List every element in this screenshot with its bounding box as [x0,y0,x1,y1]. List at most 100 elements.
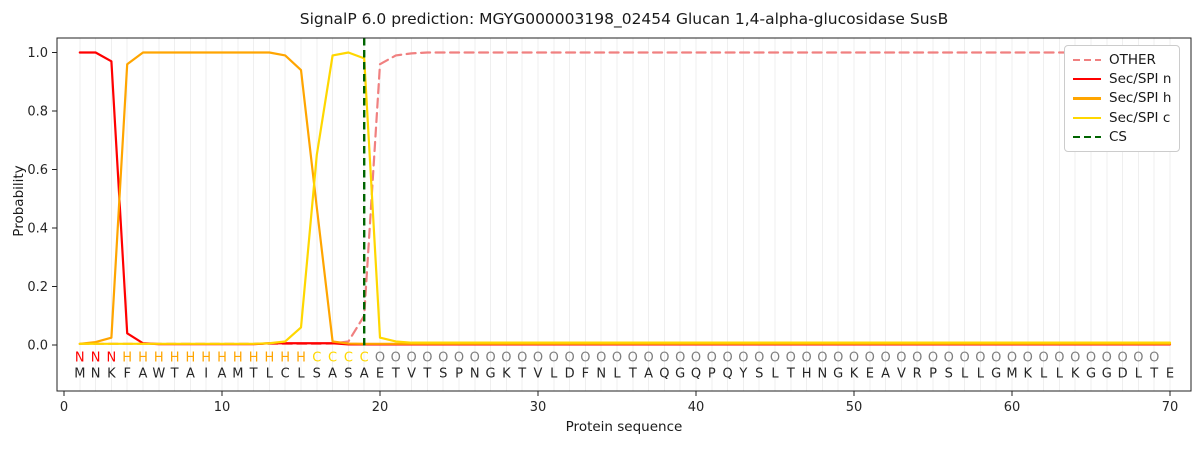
svg-text:O: O [549,351,559,366]
svg-text:O: O [1133,351,1143,366]
svg-text:O: O [1054,351,1064,366]
svg-text:V: V [534,367,543,382]
svg-text:0: 0 [60,400,68,415]
svg-text:70: 70 [1162,400,1179,415]
svg-text:O: O [722,351,732,366]
svg-text:W: W [152,367,165,382]
svg-text:O: O [738,351,748,366]
svg-text:O: O [975,351,985,366]
svg-text:E: E [1166,367,1174,382]
svg-text:O: O [770,351,780,366]
svg-text:T: T [391,367,400,382]
svg-text:L: L [771,367,779,382]
svg-text:H: H [138,351,148,366]
svg-text:N: N [75,351,85,366]
svg-text:O: O [786,351,796,366]
legend-line-sec-spi-n [1073,77,1101,81]
legend-item-other: OTHER [1073,52,1179,68]
svg-text:A: A [186,367,195,382]
svg-text:E: E [866,367,874,382]
svg-text:O: O [1023,351,1033,366]
svg-text:H: H [265,351,275,366]
svg-text:L: L [550,367,558,382]
svg-text:O: O [880,351,890,366]
svg-text:O: O [438,351,448,366]
svg-text:O: O [596,351,606,366]
svg-text:O: O [628,351,638,366]
svg-text:P: P [929,367,937,382]
svg-text:O: O [817,351,827,366]
svg-text:H: H [201,351,211,366]
legend-item-sec-spi-c: Sec/SPI c [1073,110,1179,126]
svg-text:1.0: 1.0 [27,46,48,61]
series-sec-spi-c [78,51,1172,345]
svg-text:T: T [249,367,258,382]
svg-text:O: O [865,351,875,366]
svg-text:V: V [897,367,906,382]
svg-text:I: I [204,367,208,382]
svg-text:K: K [850,367,859,382]
svg-text:O: O [659,351,669,366]
svg-text:O: O [1070,351,1080,366]
svg-text:N: N [818,367,828,382]
svg-text:O: O [896,351,906,366]
svg-text:G: G [991,367,1001,382]
svg-text:N: N [91,351,101,366]
svg-text:A: A [644,367,653,382]
svg-text:D: D [565,367,575,382]
svg-text:H: H [217,351,227,366]
svg-text:O: O [991,351,1001,366]
svg-text:50: 50 [846,400,863,415]
svg-text:H: H [296,351,306,366]
svg-text:A: A [218,367,227,382]
svg-text:T: T [786,367,795,382]
svg-text:P: P [708,367,716,382]
svg-text:L: L [613,367,621,382]
svg-text:O: O [643,351,653,366]
svg-text:O: O [533,351,543,366]
svg-text:20: 20 [372,400,389,415]
svg-text:O: O [1038,351,1048,366]
svg-text:S: S [755,367,763,382]
svg-text:T: T [628,367,637,382]
gridlines [79,38,1171,391]
svg-text:60: 60 [1004,400,1021,415]
svg-text:H: H [233,351,243,366]
svg-text:O: O [849,351,859,366]
svg-text:T: T [170,367,179,382]
svg-text:T: T [422,367,431,382]
svg-text:G: G [675,367,685,382]
svg-text:30: 30 [530,400,547,415]
svg-text:A: A [360,367,369,382]
svg-text:L: L [977,367,985,382]
svg-text:O: O [754,351,764,366]
svg-text:Y: Y [738,367,747,382]
legend-line-other [1073,58,1101,61]
svg-text:S: S [945,367,953,382]
svg-text:Q: Q [659,367,669,382]
legend: OTHER Sec/SPI n Sec/SPI h Sec/SPI c CS [1064,45,1180,152]
svg-text:O: O [375,351,385,366]
svg-text:O: O [612,351,622,366]
svg-text:A: A [328,367,337,382]
svg-text:E: E [376,367,384,382]
svg-text:K: K [1071,367,1080,382]
svg-text:0.4: 0.4 [27,222,48,237]
svg-text:K: K [1024,367,1033,382]
x-axis: 0 10 20 30 40 50 60 70 [60,391,1178,415]
svg-text:H: H [186,351,196,366]
legend-label: Sec/SPI c [1109,109,1171,126]
svg-text:O: O [944,351,954,366]
svg-text:D: D [1118,367,1128,382]
svg-text:S: S [313,367,321,382]
svg-text:Q: Q [722,367,732,382]
svg-text:C: C [344,351,353,366]
svg-text:O: O [406,351,416,366]
svg-text:N: N [91,367,101,382]
svg-text:L: L [1040,367,1048,382]
svg-text:V: V [407,367,416,382]
svg-text:H: H [154,351,164,366]
svg-text:H: H [280,351,290,366]
